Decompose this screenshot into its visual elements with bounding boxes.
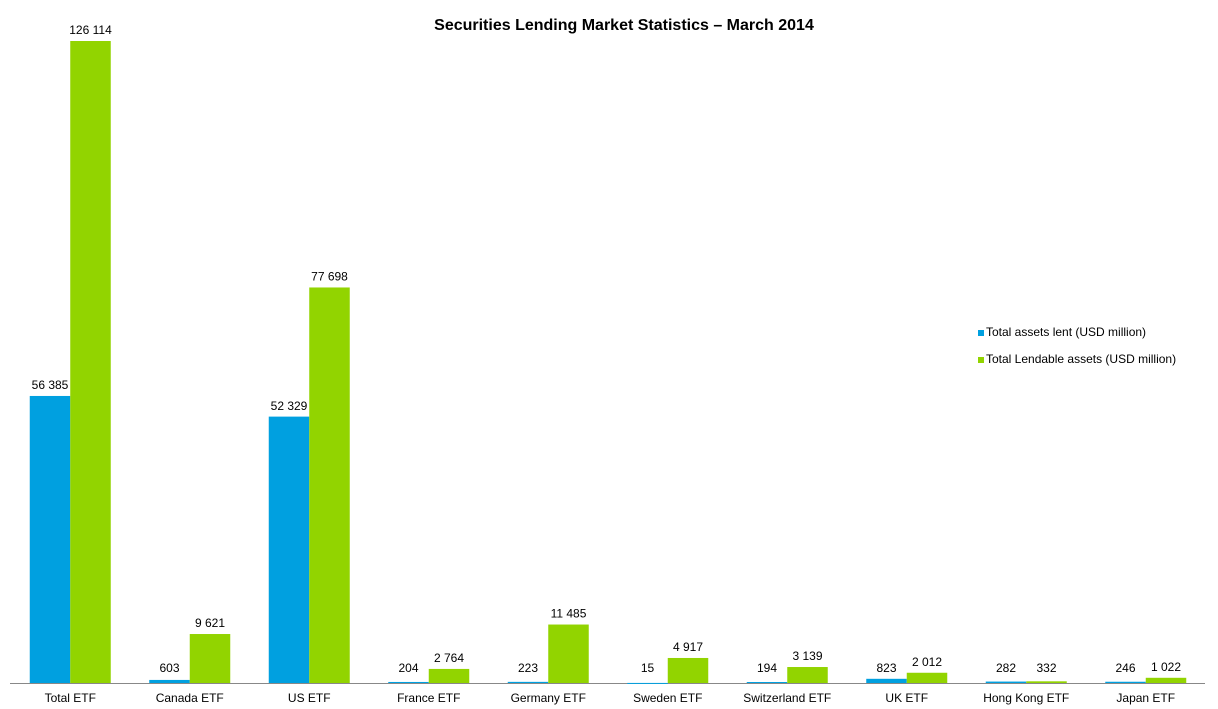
data-label: 2 764 <box>434 651 464 665</box>
bar <box>189 634 231 683</box>
legend-swatch <box>978 330 984 336</box>
x-tick-label: Germany ETF <box>511 691 586 705</box>
x-tick-label: Hong Kong ETF <box>983 691 1069 705</box>
x-tick-label: US ETF <box>288 691 331 705</box>
x-tick-label: Canada ETF <box>156 691 224 705</box>
data-label: 9 621 <box>195 616 225 630</box>
bar <box>70 41 111 683</box>
x-tick-label: UK ETF <box>885 691 928 705</box>
bar <box>149 679 190 683</box>
bar <box>29 395 71 683</box>
data-label: 332 <box>1036 661 1056 675</box>
legend-swatch <box>978 357 984 363</box>
bar <box>787 667 828 683</box>
bar <box>1145 677 1187 683</box>
data-label: 4 917 <box>673 640 703 654</box>
bar <box>667 657 709 683</box>
x-tick-label: Sweden ETF <box>633 691 702 705</box>
data-label: 11 485 <box>551 607 587 621</box>
bar <box>309 287 350 683</box>
bar <box>507 681 549 683</box>
x-tick-label: Total ETF <box>45 691 96 705</box>
data-label: 2 012 <box>912 655 942 669</box>
bar <box>548 624 589 683</box>
bar <box>985 681 1027 683</box>
x-tick-label: Japan ETF <box>1116 691 1175 705</box>
data-label: 3 139 <box>792 649 822 663</box>
data-label: 77 698 <box>311 270 348 284</box>
bar <box>746 682 788 684</box>
x-tick-label: Switzerland ETF <box>743 691 831 705</box>
x-tick-label: France ETF <box>397 691 460 705</box>
data-label: 204 <box>398 661 418 675</box>
data-label: 194 <box>757 661 777 675</box>
bar <box>1105 681 1146 683</box>
bar <box>268 416 310 683</box>
data-label: 823 <box>876 661 896 675</box>
bar <box>388 681 429 683</box>
data-label: 603 <box>159 661 179 675</box>
legend-label: Total assets lent (USD million) <box>986 325 1146 339</box>
bar <box>428 668 470 683</box>
chart-title: Securities Lending Market Statistics – M… <box>434 17 814 34</box>
bar <box>1026 681 1067 683</box>
bar <box>906 672 948 683</box>
data-label: 15 <box>641 661 655 675</box>
data-label: 56 385 <box>32 378 69 392</box>
data-label: 246 <box>1115 661 1135 675</box>
bar <box>866 678 907 683</box>
data-label: 223 <box>518 661 538 675</box>
bar <box>627 682 668 684</box>
data-label: 1 022 <box>1151 660 1181 674</box>
legend-label: Total Lendable assets (USD million) <box>986 352 1176 366</box>
data-label: 282 <box>996 661 1016 675</box>
data-label: 126 114 <box>69 23 112 37</box>
data-label: 52 329 <box>271 399 308 413</box>
